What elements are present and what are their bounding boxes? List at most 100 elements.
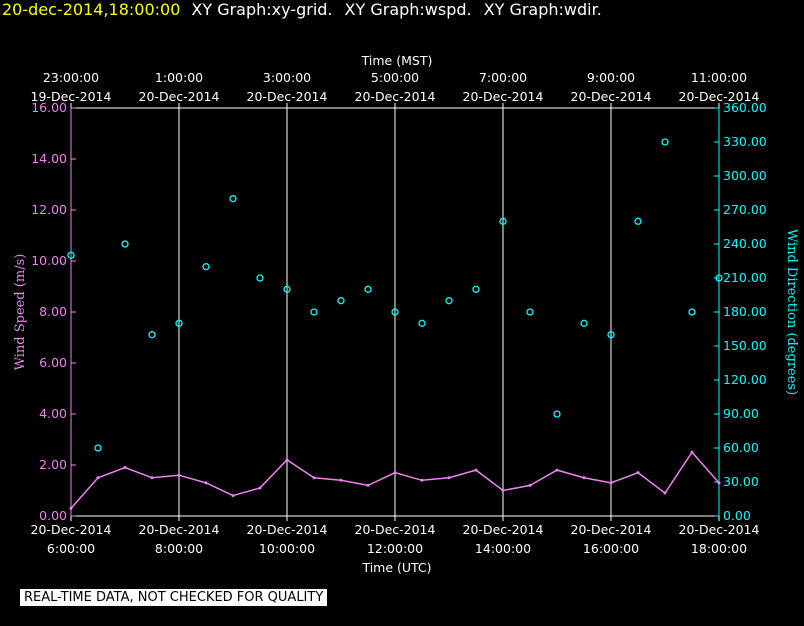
right-tick-label: 270.00 <box>723 202 767 217</box>
wind-direction-point <box>229 195 237 203</box>
wind-speed-point <box>582 476 586 480</box>
wind-direction-point <box>661 138 669 146</box>
right-tick-label: 330.00 <box>723 134 767 149</box>
wind-speed-point <box>474 468 478 472</box>
right-tick-label: 150.00 <box>723 338 767 353</box>
wind-speed-point <box>69 506 73 510</box>
wind-speed-point <box>636 471 640 475</box>
top-tick-time: 7:00:00 <box>479 70 527 85</box>
wind-speed-point <box>204 481 208 485</box>
top-tick-time: 9:00:00 <box>587 70 635 85</box>
top-tick-time: 23:00:00 <box>43 70 99 85</box>
right-axis-title: Wind Direction (degrees) <box>784 229 799 395</box>
qc-notice: REAL-TIME DATA, NOT CHECKED FOR QUALITY <box>20 589 328 606</box>
top-tick-date: 20-Dec-2014 <box>247 89 328 104</box>
wind-direction-point <box>445 297 453 305</box>
left-tick-label: 4.00 <box>39 406 67 421</box>
top-tick-date: 20-Dec-2014 <box>571 89 652 104</box>
left-tick-label: 0.00 <box>39 508 67 523</box>
wind-direction-point <box>337 297 345 305</box>
left-axis-title: Wind Speed (m/s) <box>13 254 28 371</box>
wind-direction-point <box>418 319 426 327</box>
left-tick-label: 16.00 <box>31 100 67 115</box>
wind-speed-point <box>690 450 694 454</box>
right-tick-label: 60.00 <box>723 440 759 455</box>
right-tick-label: 0.00 <box>723 508 751 523</box>
right-tick-label: 180.00 <box>723 304 767 319</box>
wind-direction-point <box>715 274 723 282</box>
wind-direction-point <box>283 285 291 293</box>
left-tick-label: 6.00 <box>39 355 67 370</box>
wind-direction-point <box>364 285 372 293</box>
bottom-tick-time: 18:00:00 <box>691 541 747 556</box>
bottom-tick-date: 20-Dec-2014 <box>463 522 544 537</box>
bottom-tick-time: 6:00:00 <box>47 541 95 556</box>
bottom-tick-date: 20-Dec-2014 <box>679 522 760 537</box>
chart-header: 20-dec-2014,18:00:00 XY Graph:xy-grid. XY … <box>2 0 602 19</box>
right-tick-label: 360.00 <box>723 100 767 115</box>
left-tick-label: 10.00 <box>31 253 67 268</box>
wind-direction-point <box>94 444 102 452</box>
wind-speed-point <box>312 476 316 480</box>
wind-direction-point <box>67 251 75 259</box>
top-tick-date: 20-Dec-2014 <box>355 89 436 104</box>
top-tick-time: 3:00:00 <box>263 70 311 85</box>
right-tick-label: 300.00 <box>723 168 767 183</box>
wind-direction-point <box>175 319 183 327</box>
bottom-axis-title: Time (UTC) <box>361 560 431 575</box>
top-tick-time: 5:00:00 <box>371 70 419 85</box>
wind-direction-point <box>607 331 615 339</box>
header-graph-3: XY Graph:wdir. <box>483 0 602 19</box>
wind-direction-point <box>526 308 534 316</box>
bottom-tick-date: 20-Dec-2014 <box>355 522 436 537</box>
wind-direction-point <box>499 217 507 225</box>
wind-speed-point <box>258 486 262 490</box>
wind-direction-point <box>310 308 318 316</box>
right-tick-label: 30.00 <box>723 474 759 489</box>
wind-direction-point <box>553 410 561 418</box>
right-tick-label: 120.00 <box>723 372 767 387</box>
wind-direction-point <box>634 217 642 225</box>
wind-speed-point <box>285 458 289 462</box>
wind-speed-point <box>447 476 451 480</box>
bottom-tick-time: 14:00:00 <box>475 541 531 556</box>
wind-speed-point <box>393 471 397 475</box>
right-tick-label: 90.00 <box>723 406 759 421</box>
header-graph-1: XY Graph:xy-grid. <box>191 0 333 19</box>
bottom-tick-date: 20-Dec-2014 <box>571 522 652 537</box>
wind-direction-point <box>472 285 480 293</box>
wind-speed-point <box>150 476 154 480</box>
left-tick-label: 8.00 <box>39 304 67 319</box>
bottom-tick-date: 20-Dec-2014 <box>139 522 220 537</box>
top-tick-date: 20-Dec-2014 <box>679 89 760 104</box>
header-timestamp: 20-dec-2014,18:00:00 <box>2 0 181 19</box>
right-tick-label: 210.00 <box>723 270 767 285</box>
wind-direction-point <box>580 319 588 327</box>
wind-speed-point <box>609 481 613 485</box>
top-tick-date: 19-Dec-2014 <box>31 89 112 104</box>
bottom-tick-date: 20-Dec-2014 <box>31 522 112 537</box>
bottom-tick-date: 20-Dec-2014 <box>247 522 328 537</box>
wind-direction-point <box>688 308 696 316</box>
wind-direction-point <box>148 331 156 339</box>
wind-speed-point <box>96 476 100 480</box>
top-tick-time: 1:00:00 <box>155 70 203 85</box>
bottom-tick-time: 16:00:00 <box>583 541 639 556</box>
right-tick-label: 240.00 <box>723 236 767 251</box>
wind-direction-point <box>121 240 129 248</box>
top-tick-time: 11:00:00 <box>691 70 747 85</box>
bottom-tick-time: 10:00:00 <box>259 541 315 556</box>
top-tick-date: 20-Dec-2014 <box>463 89 544 104</box>
left-tick-label: 12.00 <box>31 202 67 217</box>
wind-speed-point <box>123 466 127 470</box>
top-tick-date: 20-Dec-2014 <box>139 89 220 104</box>
wind-speed-point <box>231 494 235 498</box>
wind-direction-point <box>256 274 264 282</box>
bottom-tick-time: 12:00:00 <box>367 541 423 556</box>
wind-speed-point <box>663 491 667 495</box>
wind-speed-point <box>420 478 424 482</box>
wind-speed-point <box>501 489 505 492</box>
left-tick-label: 2.00 <box>39 457 67 472</box>
wind-speed-point <box>555 468 559 472</box>
